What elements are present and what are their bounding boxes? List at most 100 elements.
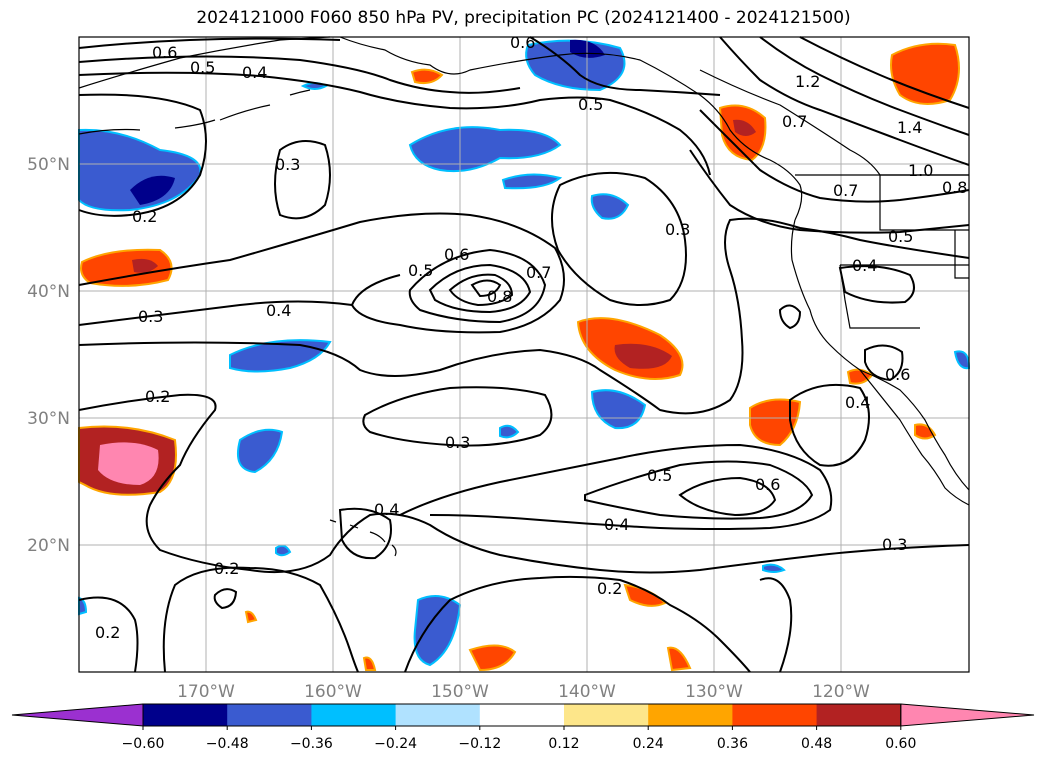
map-frame (78, 36, 970, 673)
contour-label: 0.5 (408, 261, 433, 280)
contour-label: 0.5 (647, 466, 672, 485)
contour-label: 1.4 (897, 118, 922, 137)
colorbar-outline (142, 703, 902, 727)
border-lines (795, 174, 969, 329)
lat-labels: 50°N 40°N 30°N 20°N (27, 155, 70, 556)
contour-line (678, 476, 777, 517)
contour-label: 0.3 (665, 220, 690, 239)
lat-label: 20°N (27, 536, 70, 556)
contour-label: 0.5 (578, 95, 603, 114)
contour-line (78, 596, 139, 673)
colorbar-tick-label: −0.12 (458, 736, 501, 752)
contour-label: 0.3 (138, 307, 163, 326)
colorbar-segment (143, 704, 228, 726)
colorbar: −0.60 −0.48 −0.36 −0.24 −0.12 0.12 0.24 0.36 0.4… (11, 703, 1035, 752)
contour-label: 0.2 (145, 387, 170, 406)
contour-line (78, 393, 970, 574)
lat-label: 30°N (27, 409, 70, 429)
precip-blob (762, 563, 786, 573)
contour-label: 1.2 (795, 72, 820, 91)
contour-line (799, 36, 970, 109)
contour-line (274, 140, 331, 220)
colorbar-tick-label: 0.36 (717, 736, 748, 752)
colorbar-tick-label: 0.24 (633, 736, 664, 752)
contour-label: 0.3 (882, 535, 907, 554)
contour-label: 0.7 (833, 181, 858, 200)
contour-label: 0.4 (266, 301, 291, 320)
contour-line (78, 212, 565, 334)
contour-line (689, 149, 970, 234)
contour-label: 0.3 (275, 155, 300, 174)
precip-blob (236, 428, 284, 474)
colorbar-segment (311, 704, 397, 726)
colorbar-tick-label: 0.48 (801, 736, 832, 752)
contour-line (864, 344, 904, 382)
contour-label: 0.5 (888, 227, 913, 246)
contour-label: 0.6 (755, 475, 780, 494)
colorbar-tick-label: −0.24 (374, 736, 417, 752)
lon-label: 160°W (304, 682, 362, 702)
precip-blob (362, 656, 377, 671)
contour-label: 0.4 (845, 393, 870, 412)
colorbar-tick-label: 0.60 (885, 736, 916, 752)
pv-contours (78, 36, 970, 673)
precip-blob (614, 343, 672, 369)
precip-blob (499, 424, 520, 439)
contour-line (78, 300, 353, 326)
contour-label: 0.2 (214, 559, 239, 578)
contour-label: 0.6 (510, 33, 535, 52)
contour-line (448, 273, 514, 307)
contour-line (338, 507, 392, 560)
precip-blob (914, 423, 937, 440)
map-title: 2024121000 F060 850 hPa PV, precipitatio… (196, 8, 851, 28)
contour-label: 0.5 (190, 58, 215, 77)
contour-label: 0.6 (885, 365, 910, 384)
lat-label: 50°N (27, 155, 70, 175)
lon-labels: 170°W 160°W 150°W 140°W 130°W 120°W (177, 682, 870, 702)
contour-label: 0.4 (604, 515, 629, 534)
precip-blob (80, 248, 173, 287)
precip-blob (468, 644, 517, 672)
contour-line (213, 588, 238, 610)
precip-blob (590, 193, 630, 220)
coastline-canada (699, 69, 969, 176)
contour-line (78, 217, 970, 415)
contour-label: 0.7 (526, 263, 551, 282)
contour-label: 0.8 (487, 287, 512, 306)
precip-shading (78, 39, 971, 672)
colorbar-segment (395, 704, 481, 726)
precip-blob (410, 68, 444, 85)
colorbar-segment (732, 704, 818, 726)
precip-blob (501, 173, 563, 190)
contour-line (408, 248, 547, 324)
contour-label: 0.4 (374, 500, 399, 519)
contour-line (789, 383, 870, 467)
precip-blob (244, 610, 258, 624)
contour-label: 0.8 (942, 178, 967, 197)
precip-blob (413, 595, 462, 667)
contour-label: 0.7 (782, 112, 807, 131)
precip-blob (733, 119, 756, 136)
contour-line (78, 71, 711, 176)
colorbar-extend-low (11, 703, 144, 727)
colorbar-extend-high (900, 703, 1035, 727)
coastline-baja (859, 369, 970, 506)
contour-line (699, 109, 970, 203)
contour-line (404, 575, 751, 673)
contour-label: 0.6 (444, 245, 469, 264)
contour-label: 1.0 (908, 161, 933, 180)
precip-blob (130, 175, 175, 205)
contour-line (529, 36, 721, 96)
contour-line (162, 566, 359, 673)
contour-label: 0.2 (132, 207, 157, 226)
contour-label: 0.6 (152, 43, 177, 62)
contour-line (759, 36, 970, 136)
contour-labels: 0.6 0.5 0.4 0.3 0.2 0.5 0.6 1.2 0.7 1.4 … (95, 33, 967, 642)
lon-label: 140°W (558, 682, 616, 702)
precip-blob (666, 646, 692, 672)
lon-label: 120°W (812, 682, 870, 702)
coastline-aleutians (78, 89, 311, 135)
contour-label: 0.4 (852, 256, 877, 275)
lat-label: 40°N (27, 282, 70, 302)
